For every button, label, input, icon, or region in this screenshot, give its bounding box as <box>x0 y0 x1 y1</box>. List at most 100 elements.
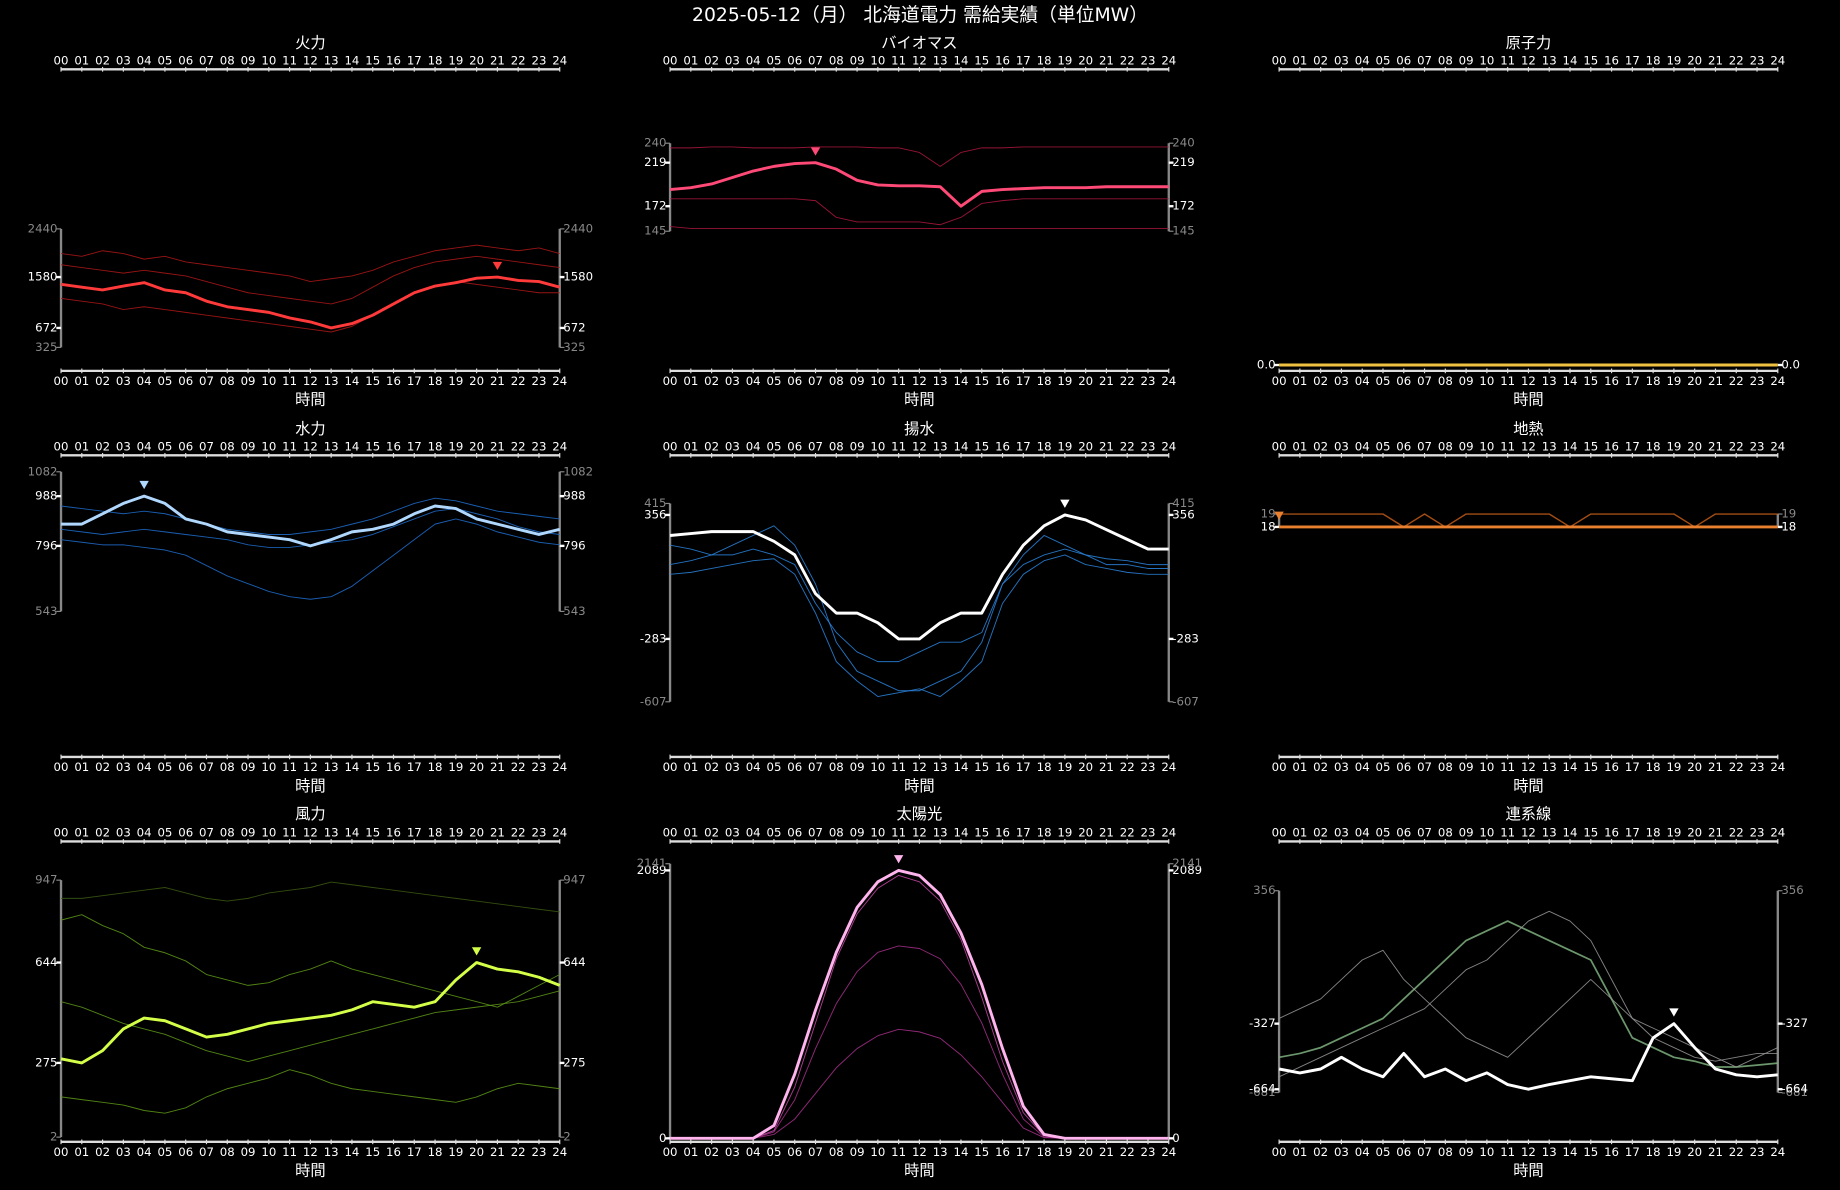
x-tick-label: 12 <box>912 374 927 388</box>
x-tick-label: 03 <box>1334 440 1349 454</box>
x-tick-label: 08 <box>1438 374 1453 388</box>
x-tick-label: 08 <box>220 1145 235 1159</box>
x-tick-label: 08 <box>829 440 844 454</box>
x-tick-label: 00 <box>1272 1145 1287 1159</box>
x-tick-label: 07 <box>808 374 823 388</box>
x-tick-label: 10 <box>261 374 276 388</box>
x-tick-label: 19 <box>448 1145 463 1159</box>
x-tick-label: 24 <box>552 760 567 774</box>
series-line <box>669 161 1169 208</box>
x-tick-label: 16 <box>995 760 1010 774</box>
x-tick-label: 14 <box>1563 374 1578 388</box>
x-tick-label: 11 <box>1500 440 1515 454</box>
y-tick-label: -664 <box>1781 1082 1808 1096</box>
x-tick-label: 14 <box>344 54 359 68</box>
x-tick-label: 15 <box>974 760 989 774</box>
x-tick-label: 14 <box>954 826 969 840</box>
y-tick-label: -664 <box>1249 1082 1276 1096</box>
x-tick-label: 21 <box>1708 374 1723 388</box>
x-tick-label: 05 <box>766 760 781 774</box>
x-tick-label: 15 <box>365 826 380 840</box>
x-tick-label: 20 <box>1687 1145 1702 1159</box>
x-tick-label: 17 <box>1016 54 1031 68</box>
x-tick-label: 02 <box>704 760 719 774</box>
series-line <box>60 275 561 330</box>
x-tick-label: 12 <box>303 826 318 840</box>
x-tick-label: 08 <box>1438 54 1453 68</box>
x-tick-label: 08 <box>1438 440 1453 454</box>
x-tick-label: 05 <box>157 54 172 68</box>
x-tick-label: 03 <box>1334 760 1349 774</box>
x-tick-label: 24 <box>552 374 567 388</box>
x-tick-label: 00 <box>1272 54 1287 68</box>
x-tick-label: 14 <box>1563 54 1578 68</box>
series-line <box>670 226 1169 229</box>
x-tick-label: 07 <box>808 54 823 68</box>
x-tick-label: 09 <box>1459 54 1474 68</box>
y-tick-label: 0 <box>1172 1131 1179 1145</box>
x-tick-label: 14 <box>954 374 969 388</box>
x-tick-label: 21 <box>1708 1145 1723 1159</box>
x-tick-label: 01 <box>683 440 698 454</box>
x-tick-label: 03 <box>1334 826 1349 840</box>
x-tick-label: 19 <box>1666 440 1681 454</box>
x-tick-label: 23 <box>1141 54 1156 68</box>
x-tick-label: 18 <box>428 440 443 454</box>
x-tick-label: 07 <box>199 440 214 454</box>
x-tick-label: 12 <box>912 440 927 454</box>
x-tick-label: 24 <box>1161 440 1176 454</box>
x-tick-label: 18 <box>428 1145 443 1159</box>
x-tick-label: 01 <box>74 54 89 68</box>
x-tick-label: 23 <box>1750 374 1765 388</box>
x-tick-label: 10 <box>1479 1145 1494 1159</box>
series-line <box>670 1028 1169 1139</box>
x-axis-label: 時間 <box>904 391 934 409</box>
x-tick-label: 00 <box>663 440 678 454</box>
x-tick-label: 07 <box>808 440 823 454</box>
x-tick-label: 16 <box>386 826 401 840</box>
x-tick-label: 23 <box>1750 1145 1765 1159</box>
x-tick-label: 10 <box>870 54 885 68</box>
x-tick-label: 14 <box>1563 1145 1578 1159</box>
x-tick-label: 20 <box>469 440 484 454</box>
x-tick-label: 21 <box>490 440 505 454</box>
x-tick-label: 18 <box>1646 826 1661 840</box>
y-tick-label: 1082 <box>563 464 593 478</box>
x-tick-label: 10 <box>1479 826 1494 840</box>
y-tick-label: 988 <box>563 489 585 503</box>
x-tick-label: 02 <box>1313 760 1328 774</box>
y-tick-label: 796 <box>35 538 57 552</box>
y-tick-label: 2141 <box>637 856 667 870</box>
x-tick-label: 23 <box>1141 440 1156 454</box>
x-tick-label: 13 <box>324 826 339 840</box>
x-tick-label: 02 <box>1313 54 1328 68</box>
x-tick-label: 06 <box>1396 760 1411 774</box>
x-tick-label: 17 <box>1016 1145 1031 1159</box>
x-tick-label: 21 <box>1708 440 1723 454</box>
x-tick-label: 13 <box>1542 54 1557 68</box>
x-tick-label: 10 <box>261 440 276 454</box>
y-tick-label: 18 <box>1261 519 1276 533</box>
x-tick-label: 10 <box>870 440 885 454</box>
x-tick-label: 13 <box>324 54 339 68</box>
x-tick-label: 10 <box>870 374 885 388</box>
series-line <box>60 990 560 1063</box>
x-tick-label: 11 <box>891 440 906 454</box>
x-tick-label: 08 <box>220 54 235 68</box>
x-tick-label: 18 <box>1037 760 1052 774</box>
x-tick-label: 00 <box>54 440 69 454</box>
x-tick-label: 17 <box>1016 826 1031 840</box>
x-tick-label: 12 <box>1521 760 1536 774</box>
x-tick-label: 02 <box>95 1145 110 1159</box>
y-tick-label: 2141 <box>1172 856 1202 870</box>
x-tick-label: 20 <box>469 760 484 774</box>
x-tick-label: 01 <box>1292 54 1307 68</box>
x-tick-label: 01 <box>74 760 89 774</box>
x-tick-label: 14 <box>344 826 359 840</box>
x-tick-label: 04 <box>137 54 152 68</box>
x-tick-label: 06 <box>178 1145 193 1159</box>
x-tick-label: 03 <box>116 760 131 774</box>
x-tick-label: 15 <box>974 826 989 840</box>
x-tick-label: 04 <box>746 1145 761 1159</box>
x-tick-label: 16 <box>1604 1145 1619 1159</box>
